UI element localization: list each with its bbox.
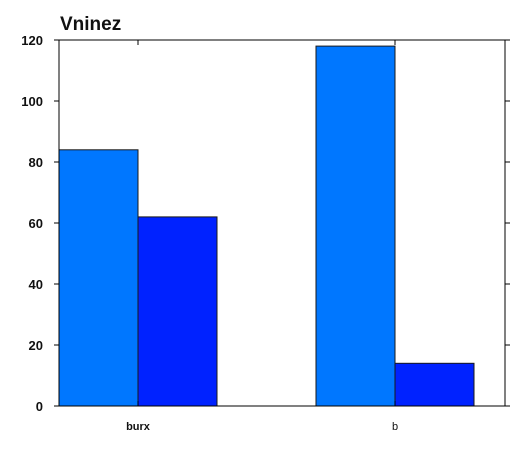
bar-b-series-2 [394,362,475,407]
bars-group [58,45,475,407]
y-tick-label: 0 [36,399,43,414]
bar-b-series-1 [315,45,396,407]
chart-title: Vninez [60,14,121,35]
y-tick-label: 80 [29,155,43,170]
bar-burx-series-2 [137,216,218,407]
x-tick-label: b [392,421,398,433]
plot-frame [58,39,506,407]
x-tick-label: burx [126,421,151,433]
y-tick-label: 100 [21,94,43,109]
y-tick-label: 60 [29,216,43,231]
y-tick-label: 20 [29,338,43,353]
bar-burx-series-1 [58,149,139,407]
y-tick-label: 40 [29,277,43,292]
y-tick-label: 120 [21,33,43,48]
axes-group: burx b 0 20 40 60 80 100 120 [21,33,510,433]
